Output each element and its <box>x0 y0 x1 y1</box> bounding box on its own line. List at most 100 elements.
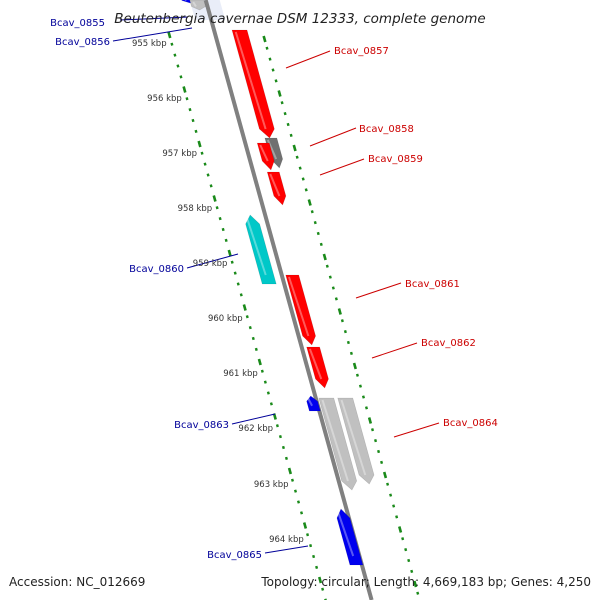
scale-label: 957 kbp <box>162 149 197 159</box>
gene-bcav-0865[interactable] <box>336 508 364 566</box>
gene-label-bcav-0864[interactable]: Bcav_0864 <box>443 418 498 429</box>
minor-tick <box>371 428 375 432</box>
minor-tick <box>325 264 329 268</box>
minor-tick <box>284 456 288 461</box>
minor-tick <box>283 111 287 116</box>
minor-tick <box>200 151 204 155</box>
minor-tick <box>310 210 314 214</box>
minor-tick <box>289 133 293 138</box>
gene-shine <box>336 510 355 557</box>
major-tick <box>167 31 172 39</box>
gene-label-bcav-0857[interactable]: Bcav_0857 <box>334 46 389 57</box>
backbone-line <box>203 0 374 600</box>
minor-tick <box>304 188 308 192</box>
minor-tick <box>316 231 320 236</box>
map-title: Beutenbergia cavernae DSM 12333, complet… <box>114 11 485 27</box>
major-tick <box>307 199 312 206</box>
leader-line <box>355 282 402 299</box>
gene-label-bcav-0865[interactable]: Bcav_0865 <box>207 550 262 561</box>
gene-shine <box>321 399 349 482</box>
gene-label-bcav-0859[interactable]: Bcav_0859 <box>368 154 423 165</box>
minor-tick <box>416 591 420 595</box>
leader-line <box>371 342 418 359</box>
minor-tick <box>176 64 180 68</box>
scale-label: 961 kbp <box>223 369 258 379</box>
gene-features <box>181 0 375 566</box>
gene-bcav-0859[interactable] <box>266 171 287 206</box>
scale-label: 963 kbp <box>254 480 289 490</box>
minor-tick <box>298 166 302 170</box>
scale-label: 962 kbp <box>238 424 273 434</box>
minor-tick <box>260 369 264 373</box>
minor-tick <box>248 325 252 330</box>
gene-shine <box>288 276 310 337</box>
minor-tick <box>265 46 269 50</box>
minor-tick <box>380 460 384 465</box>
minor-tick <box>328 275 332 279</box>
scale-label: 960 kbp <box>208 314 243 324</box>
minor-tick <box>296 500 301 504</box>
major-tick <box>322 253 327 261</box>
gene-bcav-0864[interactable] <box>318 397 358 491</box>
major-tick <box>257 358 262 366</box>
gene-bcav-0863[interactable] <box>306 395 321 412</box>
minor-tick <box>313 220 317 225</box>
major-tick <box>367 417 373 424</box>
minor-tick <box>274 79 278 83</box>
gene-bcav-0864[interactable] <box>337 397 375 485</box>
major-tick <box>292 144 297 152</box>
minor-tick <box>293 489 298 493</box>
minor-tick <box>173 53 177 57</box>
major-tick <box>277 90 282 97</box>
minor-tick <box>233 271 237 275</box>
gene-bcav-0861[interactable] <box>285 274 316 346</box>
minor-tick <box>319 242 323 247</box>
leader-line <box>186 253 239 269</box>
gene-bcav-0862[interactable] <box>306 346 329 389</box>
scale-labels: 955 kbp 956 kbp 957 kbp 958 kbp 959 kbp 960 k… <box>132 39 304 545</box>
gene-label-bcav-0861[interactable]: Bcav_0861 <box>405 279 460 290</box>
minor-tick <box>358 384 362 388</box>
gene-shine <box>259 144 269 162</box>
major-tick <box>197 140 202 148</box>
minor-tick <box>361 395 365 399</box>
minor-tick <box>280 101 284 105</box>
inner-tick-ring <box>167 31 327 600</box>
minor-tick <box>349 351 353 356</box>
minor-tick <box>275 424 279 428</box>
minor-tick <box>300 511 304 515</box>
major-tick <box>182 86 187 93</box>
minor-tick <box>236 282 240 286</box>
outer-tick-ring <box>262 35 420 595</box>
gene-bcav-0859[interactable] <box>256 142 275 171</box>
gene-label-bcav-0855[interactable]: Bcav_0855 <box>50 18 105 29</box>
minor-tick <box>377 449 381 454</box>
minor-tick <box>271 68 275 72</box>
gene-bcav-0857[interactable] <box>231 29 275 139</box>
gene-label-bcav-0863[interactable]: Bcav_0863 <box>174 420 229 431</box>
gene-label-bcav-0860[interactable]: Bcav_0860 <box>129 264 184 275</box>
gene-bcav-0856[interactable] <box>189 0 206 11</box>
scale-label: 958 kbp <box>178 204 213 214</box>
minor-tick <box>290 478 294 482</box>
major-tick <box>287 467 293 475</box>
gene-label-bcav-0858[interactable]: Bcav_0858 <box>359 124 414 135</box>
major-tick <box>352 362 357 370</box>
major-tick <box>212 195 217 202</box>
minor-tick <box>254 347 258 352</box>
major-tick <box>227 249 232 257</box>
minor-tick <box>389 493 393 497</box>
minor-tick <box>230 260 234 264</box>
minor-tick <box>266 391 270 395</box>
accession-text: Accession: NC_012669 <box>9 575 145 589</box>
gene-bcav-0860[interactable] <box>245 214 277 285</box>
minor-tick <box>324 598 327 600</box>
gene-label-bcav-0862[interactable]: Bcav_0862 <box>421 338 476 349</box>
minor-tick <box>401 537 405 541</box>
gene-label-bcav-0856[interactable]: Bcav_0856 <box>55 37 110 48</box>
minor-tick <box>331 286 335 290</box>
leader-line <box>112 27 193 42</box>
genome-backbone <box>203 0 374 600</box>
major-tick <box>242 304 247 311</box>
